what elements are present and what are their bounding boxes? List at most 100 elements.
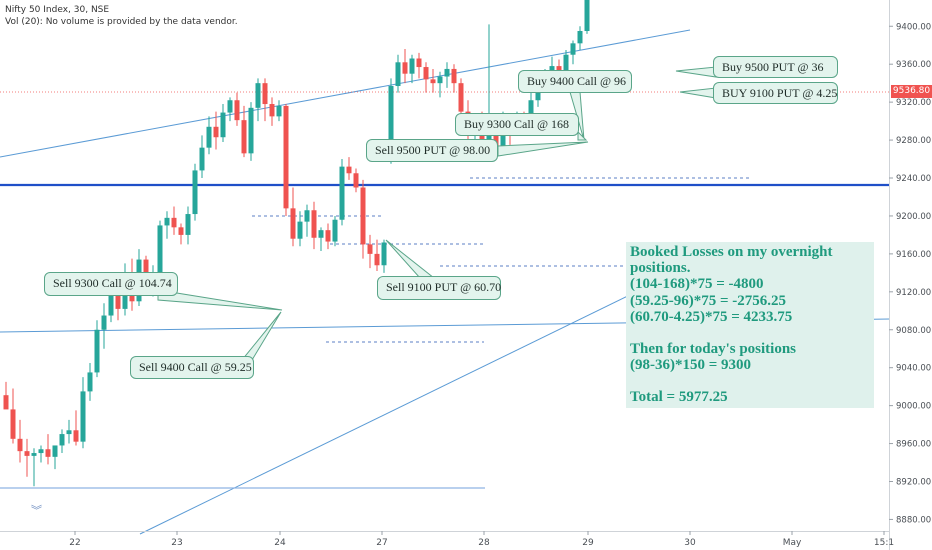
candle-body	[38, 449, 44, 454]
candle-up	[339, 159, 345, 226]
candle-down	[234, 92, 240, 126]
candle-body	[192, 170, 198, 215]
candle-down	[402, 49, 408, 84]
candle-down	[269, 97, 275, 126]
candle-body	[255, 83, 261, 108]
candle-body	[101, 315, 107, 330]
candle-body	[311, 210, 317, 238]
candle-up	[227, 97, 233, 122]
candle-body	[80, 391, 86, 442]
candle-up	[570, 40, 576, 65]
pointer-sell-9100-put	[385, 239, 436, 279]
candle-body	[178, 227, 184, 235]
candle-up	[220, 104, 226, 142]
candle-down	[360, 179, 366, 259]
candle-body	[395, 62, 401, 87]
candle-down	[430, 68, 436, 93]
callout-buy-9400-call[interactable]: Buy 9400 Call @ 96	[518, 70, 632, 93]
candle-body	[248, 107, 254, 154]
candle-up	[101, 303, 107, 349]
candle-body	[451, 68, 457, 84]
callout-buy-9100-put[interactable]: BUY 9100 PUT @ 4.25	[713, 82, 838, 104]
candle-up	[87, 362, 93, 401]
y-tick-label: 8920.00	[896, 477, 931, 487]
candle-body	[164, 217, 170, 226]
pnl-notes[interactable]: Booked Losses on my overnight positions.(…	[626, 242, 874, 408]
candle-body	[318, 230, 324, 238]
candle-body	[24, 451, 30, 456]
callout-sell-9400-call[interactable]: Sell 9400 Call @ 59.25	[130, 356, 254, 379]
callout-buy-9500-put[interactable]: Buy 9500 PUT @ 36	[713, 56, 838, 78]
candle-body	[143, 259, 149, 285]
candle-body	[332, 219, 338, 242]
candle-down	[367, 234, 373, 269]
price-axis: 8880.00 8920.00 8960.00 9000.00 9040.00 9080.…	[889, 0, 931, 550]
candle-body	[458, 83, 464, 112]
candle-body	[283, 105, 289, 209]
callout-buy-9300-call[interactable]: Buy 9300 Call @ 168	[455, 113, 579, 136]
candle-up	[157, 220, 163, 279]
candle-body	[346, 166, 352, 174]
pointer-buy-9300-call	[577, 130, 588, 141]
candle-up	[255, 78, 261, 122]
candle-body	[87, 372, 93, 392]
candle-body	[45, 449, 51, 457]
candle-body	[577, 31, 583, 44]
candle-body	[444, 68, 450, 77]
candle-up	[248, 102, 254, 161]
y-tick-label: 9080.00	[896, 326, 931, 336]
candle-up	[395, 54, 401, 93]
y-tick-label: 9360.00	[896, 60, 931, 70]
symbol-title: Nifty 50 Index, 30, NSE	[5, 5, 110, 15]
candle-down	[451, 64, 457, 93]
y-tick-label: 9200.00	[896, 212, 931, 222]
candle-body	[10, 409, 16, 439]
candle-body	[430, 79, 436, 84]
note-line: (104-168)*75 = -4800	[630, 276, 764, 293]
candle-body	[227, 100, 233, 113]
candle-body	[353, 173, 359, 188]
x-tick-label: 29	[582, 538, 594, 548]
candle-up	[192, 163, 198, 221]
x-tick-label: 22	[69, 538, 80, 548]
callout-sell-9300-call[interactable]: Sell 9300 Call @ 104.74	[44, 272, 178, 296]
candle-body	[276, 105, 282, 117]
candle-body	[3, 395, 9, 410]
candle-body	[220, 112, 226, 138]
candle-up	[318, 227, 324, 252]
candle-body	[297, 221, 303, 239]
candle-down	[423, 62, 429, 93]
candle-down	[10, 388, 16, 444]
y-tick-label: 9400.00	[896, 22, 931, 32]
candle-down	[45, 434, 51, 465]
callout-sell-9100-put[interactable]: Sell 9100 PUT @ 60.70	[377, 276, 501, 300]
note-line: Then for today's positions	[630, 341, 797, 358]
pointer-buy-9100-put	[679, 87, 717, 99]
last-price-label: 9536.80	[891, 85, 932, 98]
candle-down	[346, 157, 352, 180]
candle-body	[367, 244, 373, 254]
candle-up	[38, 445, 44, 463]
note-line: Total = 5977.25	[630, 389, 728, 406]
pointer-sell-9400-call	[240, 311, 282, 361]
candle-body	[199, 147, 205, 171]
pointer-buy-9500-put	[675, 66, 717, 78]
candle-body	[108, 288, 114, 316]
candle-body	[241, 120, 247, 154]
lower-channel-line	[139, 289, 641, 535]
candle-body	[423, 67, 429, 80]
candle-up	[206, 116, 212, 155]
x-tick-label: May	[783, 538, 802, 548]
candle-body	[262, 83, 268, 105]
candle-body	[584, 0, 590, 32]
candle-body	[115, 288, 121, 309]
y-tick-label: 8960.00	[896, 440, 931, 450]
callout-sell-9500-put[interactable]: Sell 9500 PUT @ 98.00	[366, 139, 498, 162]
candle-body	[388, 86, 394, 160]
y-tick-label: 9320.00	[896, 98, 931, 108]
double-chevron-down-icon[interactable]: ︾	[31, 504, 42, 517]
time-axis: 22 23 24 27 28 29 30 May 15:1	[0, 531, 894, 548]
candle-down	[262, 78, 268, 122]
candle-down	[17, 419, 23, 463]
y-tick-label: 9040.00	[896, 364, 931, 374]
